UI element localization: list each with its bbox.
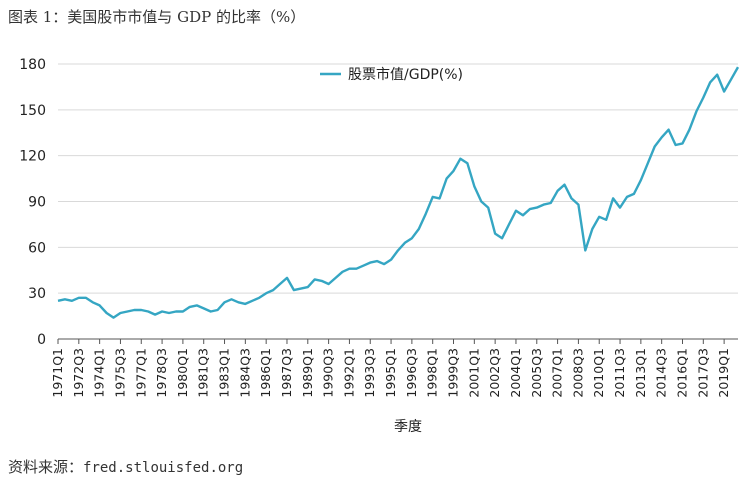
series-line [57,66,740,319]
x-tick-label: 1983Q1 [217,348,232,398]
y-tick-label: 30 [28,286,46,302]
x-tick-label: 2010Q1 [591,348,606,398]
y-tick-label: 150 [19,103,46,119]
y-tick-label: 0 [37,332,46,348]
x-axis: 1971Q1 1972Q3 1974Q1 1975Q3 1977Q1 1978Q3 1980… [50,338,738,398]
x-tick-label: 1986Q1 [258,348,273,398]
y-tick-label: 120 [19,149,46,165]
x-tick-label: 2008Q3 [570,348,585,398]
x-tick-label: 1987Q3 [279,348,294,398]
source-url: fred.stlouisfed.org [83,460,244,476]
x-tick-label: 1971Q1 [50,348,65,398]
legend: 股票市值/GDP(%) [320,66,463,83]
x-tick-label: 2011Q3 [612,348,627,398]
figure-source: 资料来源：fred.stlouisfed.org [8,456,243,477]
x-tick-label: 2019Q1 [716,348,731,398]
x-tick-label: 1984Q3 [237,348,252,398]
series-layer [57,66,740,319]
grid-lines [58,63,738,294]
x-tick-label: 2013Q1 [633,348,648,398]
x-tick-label: 1999Q3 [446,348,461,398]
x-tick-label: 2002Q3 [487,348,502,398]
y-tick-label: 90 [28,195,46,211]
x-tick-label: 2014Q3 [654,348,669,398]
x-tick-label: 2004Q1 [508,348,523,398]
legend-label: 股票市值/GDP(%) [348,66,463,83]
x-tick-label: 2001Q1 [466,348,481,398]
x-tick-label: 1990Q3 [321,348,336,398]
x-tick-label: 1989Q1 [300,348,315,398]
x-tick-label: 1978Q3 [154,348,169,398]
x-tick-label: 1972Q3 [71,348,86,398]
x-tick-label: 1992Q1 [341,348,356,398]
y-axis: 0 30 60 90 120 150 180 [19,57,46,348]
x-tick-label: 2007Q1 [550,348,565,398]
x-tick-label: 1975Q3 [112,348,127,398]
x-tick-label: 1993Q3 [362,348,377,398]
source-label: 资料来源： [8,458,84,476]
x-tick-label: 2017Q3 [695,348,710,398]
x-tick-label: 1981Q3 [196,348,211,398]
x-tick-label: 1980Q1 [175,348,190,398]
x-tick-label: 1995Q1 [383,348,398,398]
x-axis-label: 季度 [394,419,422,435]
x-tick-label: 2016Q1 [674,348,689,398]
x-tick-label: 1998Q1 [425,348,440,398]
x-tick-label: 1977Q1 [133,348,148,398]
x-tick-label: 2005Q3 [529,348,544,398]
y-tick-label: 60 [28,240,46,256]
figure-title: 图表 1：美国股市市值与 GDP 的比率（%） [8,8,306,26]
y-tick-label: 180 [19,57,46,73]
x-tick-label: 1996Q3 [404,348,419,398]
x-tick-label: 1974Q1 [92,348,107,398]
